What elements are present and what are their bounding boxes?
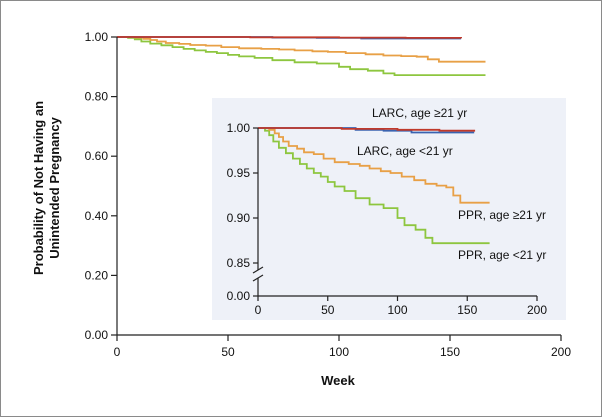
main-series xyxy=(117,36,486,76)
inset-y-zero-label: 0.00 xyxy=(227,289,251,303)
inset-label-larc-21-plus: LARC, age ≥21 yr xyxy=(372,106,467,120)
inset-y-tick-label: 0.95 xyxy=(227,166,251,180)
inset-axis-break-mark-lower xyxy=(252,274,264,282)
inset-label-ppr-under-21: PPR, age <21 yr xyxy=(458,248,546,262)
inset-series-larc-age-ge21-yr xyxy=(258,127,476,132)
main-series-larc-age-ge21-yr xyxy=(117,36,462,39)
inset-label-ppr-21-plus: PPR, age ≥21 yr xyxy=(458,208,546,222)
main-y-tick-label: 0.00 xyxy=(85,328,109,342)
inset-label-larc-under-21: LARC, age <21 yr xyxy=(357,144,453,158)
inset-y-tick-label: 1.00 xyxy=(227,121,251,135)
inset-ticks: 0 50 100 150 200 1.00 0.95 0.90 0.85 0.00 xyxy=(227,121,548,317)
inset-series-ppr-age-lt21-yr xyxy=(258,127,490,245)
inset-series xyxy=(258,127,490,245)
inset-axis-break-mark-upper xyxy=(252,266,264,274)
inset-chart: 0 50 100 150 200 1.00 0.95 0.90 0.85 0.00 LARC, a… xyxy=(212,98,566,320)
main-y-tick-label: 1.00 xyxy=(85,30,109,44)
main-y-tick-label: 0.60 xyxy=(85,149,109,163)
main-ticks: 0 50 100 150 200 0.00 0.20 0.40 0.60 0.80 1.00 xyxy=(85,30,572,359)
y-axis-title: Probability of Not Having an Unintended … xyxy=(31,101,62,275)
inset-series-ppr-age-ge21-yr xyxy=(258,127,490,204)
inset-x-tick-label: 150 xyxy=(457,303,477,317)
inset-x-tick-label: 50 xyxy=(321,303,335,317)
main-x-tick-label: 200 xyxy=(551,345,571,359)
inset-x-tick-label: 200 xyxy=(527,303,547,317)
x-axis-title: Week xyxy=(321,373,355,388)
main-series-ppr-age-lt21-yr xyxy=(117,36,486,76)
main-chart: Probability of Not Having an Unintended … xyxy=(31,30,571,388)
inset-y-tick-label: 0.85 xyxy=(227,256,251,270)
main-y-tick-label: 0.80 xyxy=(85,90,109,104)
y-axis-title-line-2: Unintended Pregnancy xyxy=(47,116,62,258)
main-x-tick-label: 0 xyxy=(114,345,121,359)
main-y-tick-label: 0.20 xyxy=(85,268,109,282)
main-y-tick-label: 0.40 xyxy=(85,209,109,223)
inset-x-tick-label: 0 xyxy=(255,303,262,317)
main-series-ppr-age-ge21-yr xyxy=(117,36,486,63)
inset-y-tick-label: 0.90 xyxy=(227,211,251,225)
main-x-tick-label: 150 xyxy=(440,345,460,359)
inset-x-tick-label: 100 xyxy=(387,303,407,317)
y-axis-title-line-1: Probability of Not Having an xyxy=(31,101,46,275)
main-x-tick-label: 50 xyxy=(221,345,235,359)
main-x-tick-label: 100 xyxy=(329,345,349,359)
